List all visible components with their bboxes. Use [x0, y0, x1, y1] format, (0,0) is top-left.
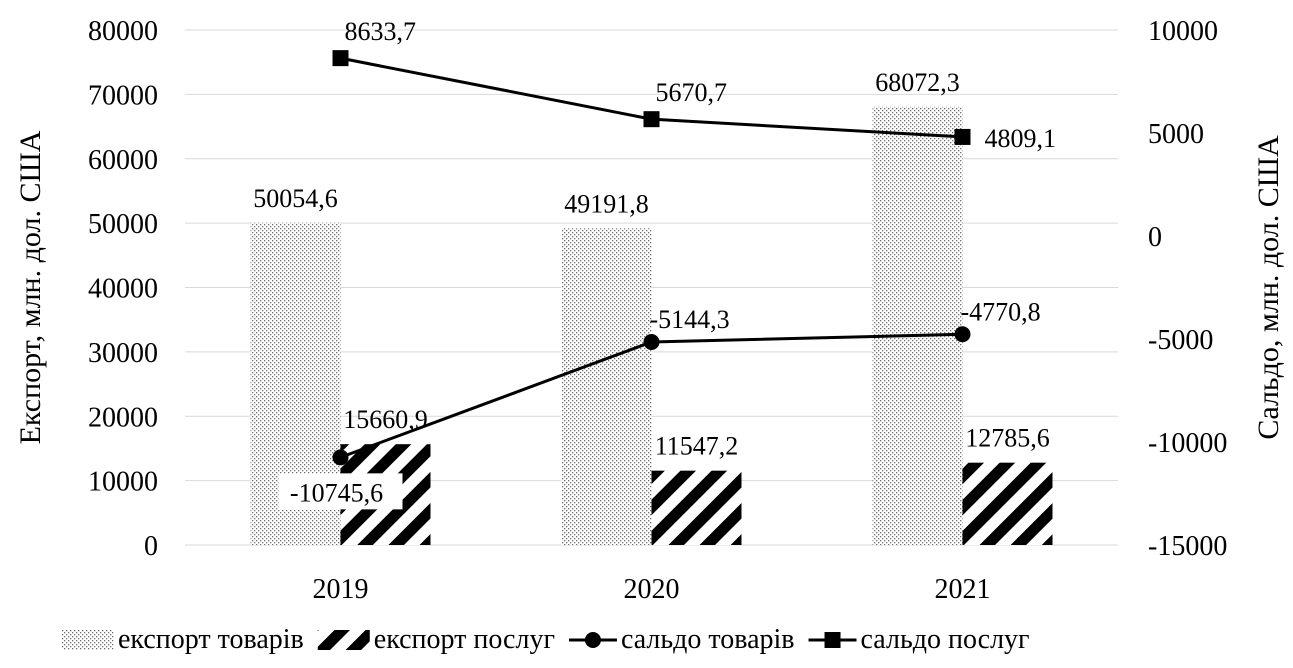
legend-label: експорт послуг [374, 624, 555, 655]
goods-balance-point [954, 326, 971, 343]
bar-data-label: 50054,6 [253, 184, 338, 213]
bars [250, 106, 1053, 546]
y-tick-label: 10000 [88, 467, 158, 498]
legend: експорт товарів експорт послуг сальдо това… [62, 624, 1030, 655]
y2-axis-title: Сальдо, млн. дол. США [1252, 135, 1285, 440]
lines [332, 50, 971, 466]
y-tick-label: 60000 [88, 145, 158, 176]
x-tick-label: 2019 [313, 574, 369, 605]
line-data-label: 4809,1 [985, 124, 1057, 153]
y2-tick-label: -10000 [1148, 428, 1227, 459]
y2-tick-label: -15000 [1148, 531, 1227, 562]
y-tick-label: 70000 [88, 80, 158, 111]
y-tick-label: 40000 [88, 274, 158, 305]
bar-export-services [651, 470, 742, 545]
services-balance-point [332, 50, 349, 67]
bar-data-label: 68072,3 [875, 68, 960, 97]
y2-tick-label: 5000 [1148, 119, 1204, 150]
line-data-label: -4770,8 [961, 297, 1041, 326]
data-labels: 50054,6 49191,8 68072,3 15660,9 11547,2 12785… [253, 17, 1057, 510]
x-tick-label: 2021 [935, 574, 991, 605]
bar-data-label: 11547,2 [655, 432, 739, 461]
services-balance-point [954, 128, 971, 145]
bar-data-label: 12785,6 [965, 424, 1050, 453]
label-background [278, 473, 403, 510]
y2-tick-label: -5000 [1148, 325, 1213, 356]
legend-swatch-stripes [317, 630, 370, 650]
bar-data-label: 15660,9 [343, 405, 428, 434]
services-balance-point [643, 111, 660, 128]
y-tick-label: 30000 [88, 338, 158, 369]
goods-balance-point [332, 449, 349, 466]
legend-label: сальдо послуг [861, 624, 1030, 655]
bar-export-goods [561, 228, 652, 545]
legend-circle-marker [584, 632, 601, 648]
bar-data-label: 49191,8 [564, 189, 649, 218]
y2-tick-label: 10000 [1148, 16, 1218, 47]
y-tick-label: 50000 [88, 209, 158, 240]
legend-label: експорт товарів [118, 624, 304, 655]
legend-swatch-dots [62, 630, 114, 650]
legend-square-marker [824, 632, 841, 648]
axes: 0100002000030000400005000060000700008000… [14, 16, 1285, 605]
y-tick-label: 0 [144, 531, 158, 562]
y-tick-label: 80000 [88, 16, 158, 47]
bar-export-goods [872, 106, 963, 545]
bar-export-services [962, 462, 1053, 545]
y2-tick-label: 0 [1148, 222, 1162, 253]
x-tick-label: 2020 [624, 574, 680, 605]
line-data-label: 5670,7 [656, 78, 728, 107]
goods-balance-point [643, 333, 660, 350]
legend-label: сальдо товарів [621, 624, 795, 655]
y-axis-title: Експорт, млн. дол. США [14, 130, 47, 444]
y-tick-label: 20000 [88, 402, 158, 433]
line-data-label: 8633,7 [345, 17, 417, 46]
line-data-label: -10745,6 [290, 478, 383, 507]
line-data-label: -5144,3 [650, 305, 730, 334]
